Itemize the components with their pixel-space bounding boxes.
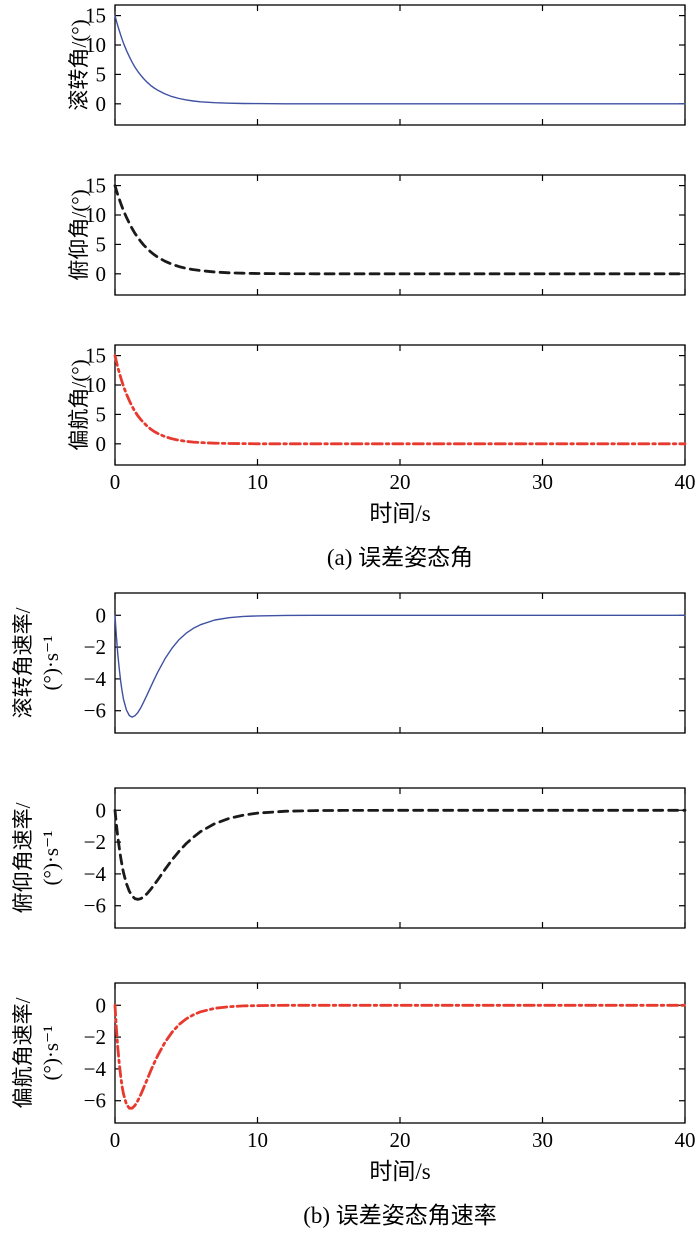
svg-text:−6: −6 [84,1089,106,1113]
svg-text:−4: −4 [84,862,107,886]
svg-text:20: 20 [390,470,411,492]
svg-text:10: 10 [85,33,106,57]
svg-text:30: 30 [532,470,553,492]
x-axis-label-a: 时间/s [369,501,431,526]
svg-text:0: 0 [96,262,107,286]
svg-text:(°)·s⁻¹: (°)·s⁻¹ [39,831,63,886]
svg-text:40: 40 [675,1128,696,1150]
svg-text:0: 0 [96,92,107,116]
svg-text:0: 0 [96,798,107,822]
svg-text:滚转角速率/: 滚转角速率/ [11,607,35,718]
caption-a: (a) 误差姿态角 [326,545,474,570]
svg-text:15: 15 [85,174,106,198]
svg-text:15: 15 [85,344,106,368]
svg-text:40: 40 [675,470,696,492]
svg-text:10: 10 [247,470,268,492]
svg-text:20: 20 [390,1128,411,1150]
svg-text:−2: −2 [84,1025,106,1049]
caption-b: (b) 误差姿态角速率 [303,1203,497,1228]
plot-roll-rate: −6 −4 −2 0 滚转角速率/(°)·s⁻¹ [11,592,686,734]
svg-text:15: 15 [85,4,106,28]
svg-text:10: 10 [85,373,106,397]
svg-text:−6: −6 [84,699,106,723]
x-axis-label-b: 时间/s [369,1159,431,1184]
svg-text:5: 5 [96,62,107,86]
svg-text:俯仰角/(°): 俯仰角/(°) [67,189,91,280]
svg-text:俯仰角速率/: 俯仰角速率/ [11,802,35,913]
svg-text:0: 0 [110,470,121,492]
svg-text:5: 5 [96,402,107,426]
svg-text:(°)·s⁻¹: (°)·s⁻¹ [39,1026,63,1081]
svg-text:−2: −2 [84,635,106,659]
svg-text:0: 0 [110,1128,121,1150]
svg-text:(°)·s⁻¹: (°)·s⁻¹ [39,636,63,691]
svg-text:5: 5 [96,232,107,256]
svg-text:0: 0 [96,993,107,1017]
svg-text:偏航角/(°): 偏航角/(°) [67,359,91,450]
svg-text:−4: −4 [84,1057,107,1081]
svg-text:0: 0 [96,432,107,456]
svg-text:−4: −4 [84,667,107,691]
svg-text:−2: −2 [84,830,106,854]
svg-text:滚转角/(°): 滚转角/(°) [67,19,91,110]
svg-text:0: 0 [96,603,107,627]
plot-yaw-rate: 0 10 20 30 40 −6 −4 −2 0 偏航角速率/(°)·s⁻¹ [11,982,696,1150]
svg-text:30: 30 [532,1128,553,1150]
svg-text:−6: −6 [84,894,106,918]
svg-text:10: 10 [247,1128,268,1150]
svg-text:10: 10 [85,203,106,227]
svg-text:偏航角速率/: 偏航角速率/ [11,997,35,1108]
plot-pitch-rate: −6 −4 −2 0 俯仰角速率/(°)·s⁻¹ [11,787,687,929]
